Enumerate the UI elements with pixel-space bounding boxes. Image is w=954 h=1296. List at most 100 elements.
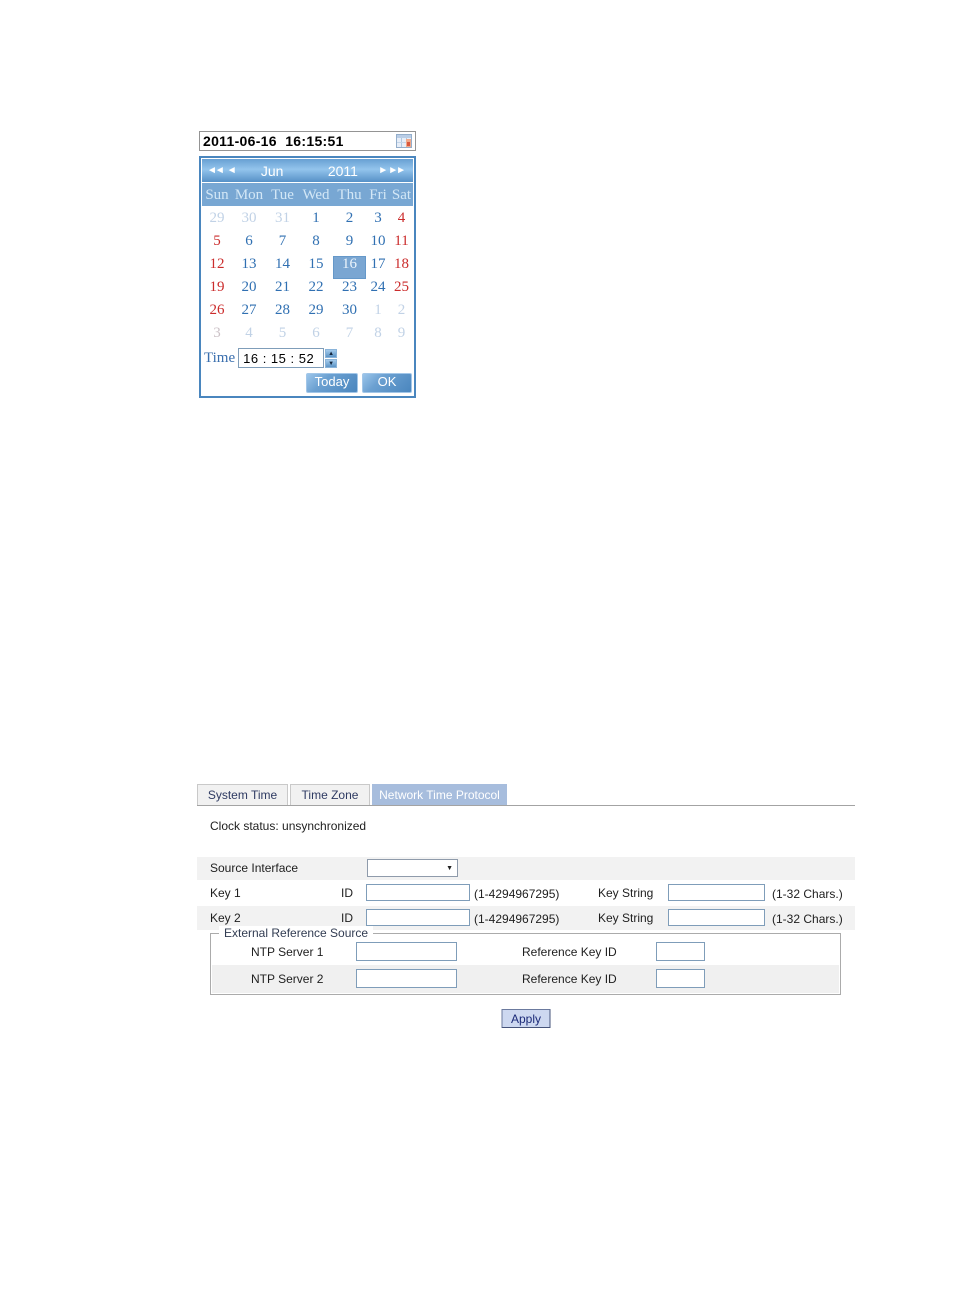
key1-keystring-input[interactable] [668,884,765,901]
calendar-day-cell[interactable]: 8 [312,233,320,249]
calendar-header: ◄◄ ◄ Jun 2011 ► ►► [202,159,413,182]
tab-time-zone[interactable]: Time Zone [290,784,370,805]
calendar-week-row: 26 27 28 29 30 1 2 [202,298,413,321]
calendar-day-cell[interactable]: 9 [397,325,406,341]
key1-id-input[interactable] [366,884,470,901]
calendar-day-cell[interactable]: 30 [342,302,357,318]
calendar-day-cell[interactable]: 10 [370,233,386,249]
ntp-server2-row: NTP Server 2 Reference Key ID [212,965,839,993]
calendar-button-row: Today OK [202,373,412,393]
calendar-day-cell[interactable]: 17 [370,256,386,272]
calendar-day-cell[interactable]: 21 [275,279,290,295]
key2-id-hint: (1-4294967295) [474,912,560,926]
dropdown-arrow-icon: ▼ [446,864,453,872]
calendar-day-cell[interactable]: 13 [241,256,257,272]
calendar-day-cell[interactable]: 29 [308,302,324,318]
ref-key2-input[interactable] [656,969,705,988]
calendar-day-cell[interactable]: 6 [245,233,253,249]
source-interface-row: Source Interface ▼ [197,857,855,880]
calendar-day-cell[interactable]: 8 [374,325,382,341]
datetime-value: 2011-06-16 16:15:51 [203,133,344,149]
tab-network-time-protocol[interactable]: Network Time Protocol [372,784,507,805]
next-month-icon[interactable]: ► [378,165,389,176]
time-label: Time [204,349,236,366]
calendar-day-cell[interactable]: 3 [213,325,221,341]
calendar-day-cell[interactable]: 16 [333,256,366,279]
time-spinner: ▲ ▼ [325,348,338,368]
ntp-server1-input[interactable] [356,942,457,961]
source-interface-label: Source Interface [210,861,299,875]
ntp-server2-input[interactable] [356,969,457,988]
calendar-week-row: 12 13 14 15 16 17 18 [202,252,413,279]
ref-key2-label: Reference Key ID [522,972,617,986]
calendar-day-cell[interactable]: 1 [374,302,382,318]
prev-month-icon[interactable]: ◄ [226,165,237,176]
calendar-day-cell[interactable]: 3 [374,210,382,226]
ref-key1-input[interactable] [656,942,705,961]
calendar-day-cell[interactable]: 26 [209,302,225,318]
calendar-day-cell[interactable]: 11 [394,233,409,249]
key1-id-label: ID [341,886,353,900]
calendar-day-cell[interactable]: 14 [275,256,290,272]
key1-keystring-hint: (1-32 Chars.) [772,887,843,901]
calendar-day-cell[interactable]: 5 [213,233,221,249]
calendar-day-cell[interactable]: 9 [345,233,354,249]
calendar-day-cell[interactable]: 12 [209,256,225,272]
tab-bar: System Time Time Zone Network Time Protoco… [197,783,855,806]
calendar-day-cell[interactable]: 24 [370,279,386,295]
calendar-day-cell[interactable]: 5 [278,325,287,341]
ntp-server1-label: NTP Server 1 [251,945,324,959]
prev-year-icon[interactable]: ◄◄ [207,165,225,176]
calendar-year-label[interactable]: 2011 [327,162,358,179]
calendar-day-cell[interactable]: 23 [342,279,357,295]
calendar-time-row: Time 16 : 15 : 52 ▲ ▼ [202,346,413,370]
calendar-day-cell[interactable]: 15 [308,256,324,272]
calendar-week-row: 19 20 21 22 23 24 25 [202,275,413,298]
calendar-day-cell[interactable]: 4 [245,325,253,341]
spinner-up-icon[interactable]: ▲ [325,348,338,358]
key2-id-label: ID [341,911,353,925]
calendar-day-cell[interactable]: 7 [278,233,287,249]
calendar-day-cell[interactable]: 18 [394,256,409,272]
today-button[interactable]: Today [306,373,358,393]
calendar-month-label[interactable]: Jun [260,162,284,179]
calendar-day-cell[interactable]: 30 [241,210,257,226]
key1-id-hint: (1-4294967295) [474,887,560,901]
day-header: Tue [271,187,294,203]
day-header: Wed [302,187,330,203]
ok-button[interactable]: OK [362,373,412,393]
time-input[interactable]: 16 : 15 : 52 [238,348,325,368]
calendar-grid: 29 30 31 1 2 3 4 5 6 7 8 9 10 11 12 13 14 15 16 17 18 19 20 21 2… [202,206,413,344]
datetime-input[interactable]: 2011-06-16 16:15:51 [199,131,416,151]
next-year-icon[interactable]: ►► [388,165,406,176]
source-interface-select[interactable]: ▼ [367,859,458,877]
day-header: Sun [205,187,229,203]
calendar-day-cell[interactable]: 25 [394,279,409,295]
spinner-down-icon[interactable]: ▼ [325,358,338,368]
apply-button[interactable]: Apply [501,1009,551,1028]
calendar-day-cell[interactable]: 2 [345,210,354,226]
calendar-day-cell[interactable]: 31 [275,210,290,226]
calendar-day-cell[interactable]: 2 [397,302,406,318]
calendar-day-cell[interactable]: 27 [241,302,257,318]
calendar-day-cell[interactable]: 4 [397,210,406,226]
calendar-day-cell[interactable]: 28 [275,302,290,318]
clock-status-text: Clock status: unsynchronized [210,819,367,833]
calendar-day-cell[interactable]: 29 [209,210,225,226]
ntp-server1-row: NTP Server 1 Reference Key ID [212,938,839,966]
ntp-server2-label: NTP Server 2 [251,972,324,986]
calendar-day-cell[interactable]: 7 [345,325,354,341]
calendar-day-cell[interactable]: 20 [241,279,257,295]
key2-id-input[interactable] [366,909,470,926]
ntp-settings-panel: System Time Time Zone Network Time Protoco… [197,783,855,1043]
calendar-day-cell[interactable]: 6 [312,325,320,341]
calendar-icon[interactable] [396,134,412,148]
calendar-day-cell[interactable]: 22 [308,279,324,295]
calendar-day-cell[interactable]: 1 [312,210,320,226]
key2-keystring-input[interactable] [668,909,765,926]
tab-system-time[interactable]: System Time [197,784,288,805]
key2-keystring-label: Key String [598,911,654,925]
calendar-week-row: 29 30 31 1 2 3 4 [202,206,413,229]
calendar-day-cell[interactable]: 19 [209,279,225,295]
